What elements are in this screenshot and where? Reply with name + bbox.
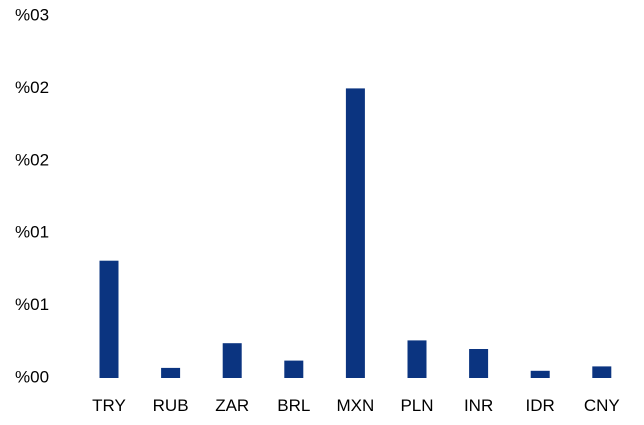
bar-brl bbox=[284, 360, 304, 378]
x-axis-tick-labels: TRY RUB ZAR BRL MXN PLN INR IDR CNY bbox=[92, 396, 620, 415]
y-tick-label: %02 bbox=[15, 150, 49, 169]
x-tick-label: INR bbox=[464, 396, 493, 415]
y-tick-label: %01 bbox=[15, 295, 49, 314]
x-tick-label: MXN bbox=[337, 396, 375, 415]
x-tick-label: CNY bbox=[584, 396, 620, 415]
x-tick-label: BRL bbox=[277, 396, 310, 415]
x-tick-label: ZAR bbox=[215, 396, 249, 415]
x-tick-label: PLN bbox=[400, 396, 433, 415]
y-tick-label: %02 bbox=[15, 78, 49, 97]
bar-mxn bbox=[345, 88, 365, 379]
bar-try bbox=[99, 260, 119, 378]
bar-cny bbox=[592, 366, 612, 378]
y-axis-tick-labels: %00 %01 %01 %02 %02 %03 bbox=[15, 5, 49, 386]
bar-pln bbox=[407, 340, 427, 378]
bar-inr bbox=[469, 349, 489, 378]
x-tick-label: RUB bbox=[153, 396, 189, 415]
x-tick-label: TRY bbox=[92, 396, 126, 415]
bar-idr bbox=[530, 370, 550, 378]
x-tick-label: IDR bbox=[526, 396, 555, 415]
y-tick-label: %01 bbox=[15, 223, 49, 242]
y-tick-label: %00 bbox=[15, 367, 49, 386]
bar-rub bbox=[161, 367, 181, 378]
bar-series bbox=[99, 88, 612, 379]
bar-zar bbox=[222, 343, 242, 378]
y-tick-label: %03 bbox=[15, 5, 49, 24]
